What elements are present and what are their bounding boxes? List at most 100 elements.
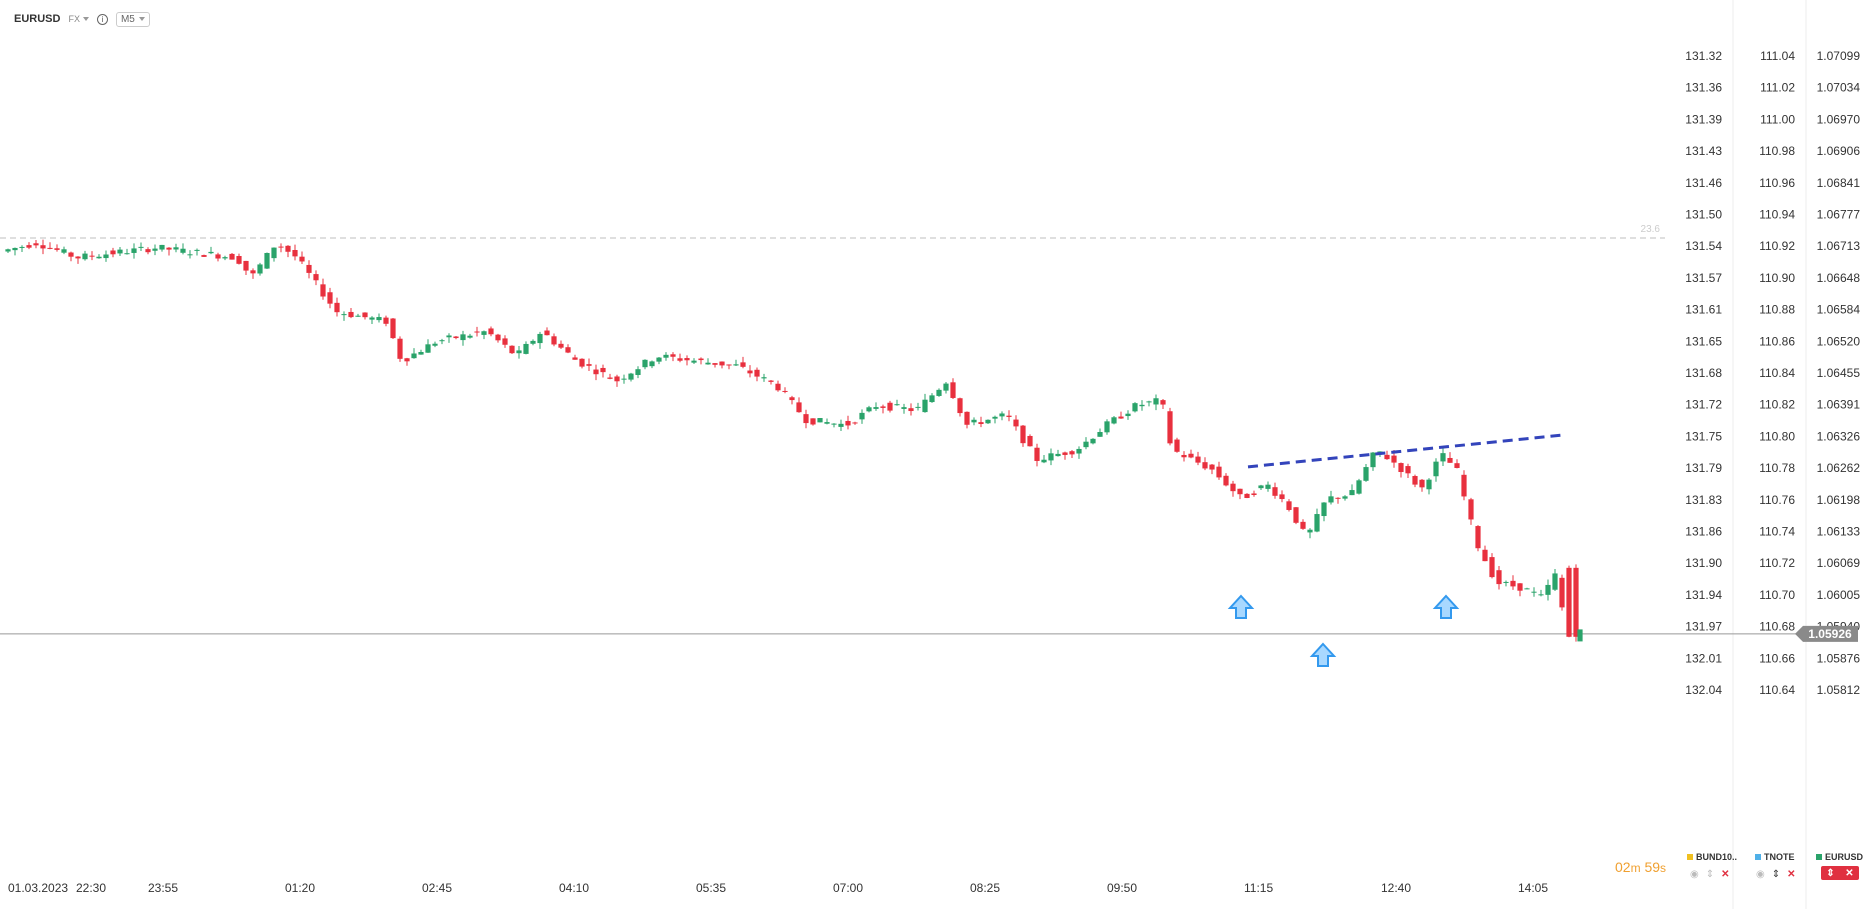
y-tick-label: 1.06520: [1817, 334, 1861, 348]
market-badge[interactable]: FX: [68, 14, 89, 24]
candle-body: [1048, 453, 1054, 461]
candle-body: [999, 413, 1005, 417]
candle-body: [572, 357, 578, 360]
candle-body: [684, 358, 690, 361]
candle-body: [607, 377, 613, 379]
legend-bund[interactable]: BUND10..: [1687, 852, 1737, 862]
close-icon[interactable]: ✕: [1721, 869, 1730, 880]
candle-body: [376, 317, 382, 321]
market-label: FX: [68, 14, 80, 24]
candle-body: [1244, 493, 1250, 498]
eye-icon[interactable]: ◉: [1756, 869, 1765, 880]
candle-body: [1577, 629, 1583, 642]
eurusd-controls[interactable]: ⇕ ✕: [1821, 866, 1859, 880]
candle-body: [586, 364, 592, 366]
y-tick-label: 1.07034: [1817, 81, 1861, 95]
x-tick-label: 22:30: [76, 881, 106, 895]
candle-body: [873, 407, 879, 409]
sort-icon[interactable]: ⇕: [1705, 869, 1715, 880]
timer-m-label: m: [1630, 861, 1641, 875]
candle-body: [12, 247, 18, 251]
candle-body: [446, 335, 452, 338]
candle-body: [411, 353, 417, 359]
candle-body: [1279, 494, 1285, 500]
y-tick-label: 110.72: [1759, 556, 1795, 570]
candle-body: [1202, 462, 1208, 469]
y-tick-label: 1.07099: [1817, 49, 1861, 63]
candle-body: [355, 315, 361, 317]
candle-body: [985, 419, 991, 424]
candle-body: [313, 274, 319, 281]
candle-body: [1139, 404, 1145, 407]
y-tick-label: 1.06777: [1817, 208, 1861, 222]
candle-body: [341, 314, 347, 316]
legend-label: TNOTE: [1764, 852, 1795, 862]
x-tick-label: 04:10: [559, 881, 589, 895]
candle-body: [54, 248, 60, 250]
legend-tnote[interactable]: TNOTE: [1755, 852, 1795, 862]
candle-body: [166, 247, 172, 250]
candle-body: [152, 248, 158, 251]
y-tick-label: 131.79: [1685, 461, 1722, 475]
y-tick-label: 132.01: [1685, 651, 1722, 665]
y-tick-label: 131.46: [1685, 176, 1722, 190]
x-tick-label: 12:40: [1381, 881, 1411, 895]
x-tick-label: 07:00: [833, 881, 863, 895]
candle-body: [1405, 466, 1411, 474]
candle-body: [1447, 457, 1453, 463]
candle-body: [537, 333, 543, 344]
candle-body: [1538, 594, 1544, 596]
candle-body: [544, 330, 550, 336]
candle-body: [1083, 441, 1089, 448]
y-tick-label: 1.06391: [1817, 398, 1861, 412]
close-icon[interactable]: ✕: [1787, 869, 1796, 880]
legend-eurusd[interactable]: EURUSD: [1816, 852, 1863, 862]
candle-body: [215, 254, 221, 259]
symbol-label[interactable]: EURUSD: [14, 13, 61, 25]
y-tick-label: 1.06841: [1817, 176, 1861, 190]
info-icon[interactable]: i: [96, 13, 108, 25]
candle-body: [40, 245, 46, 249]
sort-icon[interactable]: ⇕: [1826, 867, 1835, 879]
candle-body: [390, 318, 396, 339]
timeframe-select[interactable]: M5: [115, 11, 150, 27]
tnote-controls: ◉ ⇕ ✕: [1756, 869, 1796, 880]
x-tick-label: 01.03.2023: [8, 881, 68, 895]
y-tick-label: 131.86: [1685, 525, 1722, 539]
close-icon[interactable]: ✕: [1845, 867, 1854, 879]
trendline: [1247, 433, 1566, 469]
candle-body: [754, 369, 760, 377]
candle-body: [929, 395, 935, 403]
axes: 131.32 131.36 131.39 131.43 131.46 131.50 131.…: [8, 49, 1860, 895]
candle-body: [110, 250, 116, 255]
y-tick-label: 110.98: [1759, 144, 1795, 158]
candle-body: [880, 406, 886, 408]
candle-body: [194, 249, 200, 251]
candle-body: [1426, 479, 1432, 490]
candle-body: [124, 253, 130, 255]
candle-body: [901, 407, 907, 409]
candle-body: [1503, 581, 1509, 583]
y-tick-label: 110.86: [1759, 334, 1795, 348]
candle-body: [1454, 463, 1460, 468]
candle-body: [1363, 467, 1369, 481]
candle-body: [908, 408, 914, 412]
candle-body: [1412, 476, 1418, 485]
candle-body: [1020, 425, 1026, 444]
candle-body: [481, 331, 487, 335]
candle-body: [558, 343, 564, 348]
candle-body: [1342, 496, 1348, 499]
candle-body: [733, 364, 739, 366]
candle-body: [425, 344, 431, 353]
candle-body: [488, 328, 494, 335]
sort-icon[interactable]: ⇕: [1771, 869, 1781, 880]
timer-s-label: s: [1660, 861, 1667, 875]
eye-icon[interactable]: ◉: [1690, 869, 1699, 880]
candle-body: [1041, 459, 1047, 463]
candle-body: [103, 254, 109, 259]
y-tick-label: 110.78: [1759, 461, 1795, 475]
candle-body: [859, 412, 865, 420]
candle-body: [1132, 403, 1138, 412]
timer-minutes: 02: [1615, 859, 1631, 875]
